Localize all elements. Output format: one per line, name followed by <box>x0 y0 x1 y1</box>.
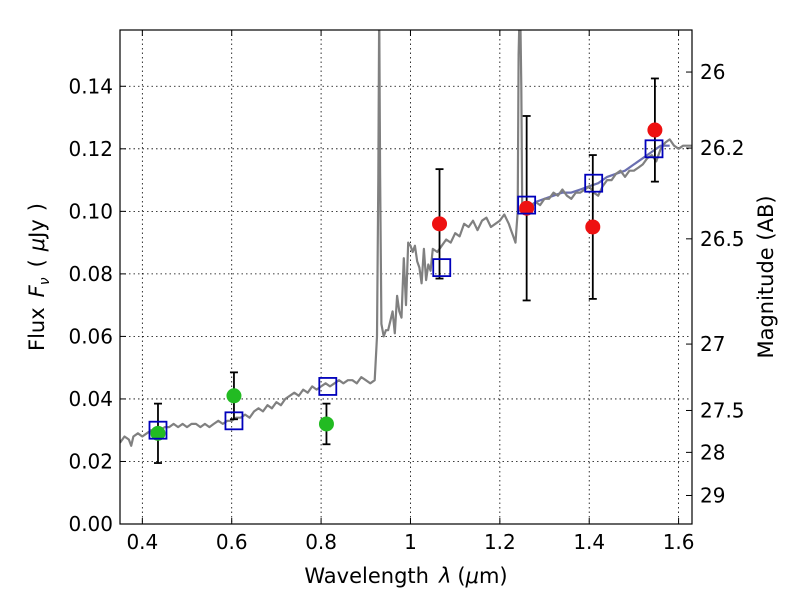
x-tick-label: 1.2 <box>484 530 516 554</box>
y-axis-label-subscript: ν <box>37 277 53 285</box>
x-axis-label-unit-open: ( <box>457 564 465 588</box>
x-axis-label-text: Wavelength <box>304 564 429 588</box>
y-tick-label: 0.10 <box>68 199 113 223</box>
y2-tick-label: 26.5 <box>700 227 745 251</box>
x-tick-label: 1.6 <box>663 530 695 554</box>
y2-tick-label: 27 <box>700 332 725 356</box>
green-point <box>150 425 166 441</box>
x-tick-label: 0.6 <box>216 530 248 554</box>
y2-tick-label: 27.5 <box>700 398 745 422</box>
x-axis-label-unit-mu: μ <box>465 564 479 588</box>
y2-tick-label: 29 <box>700 483 725 507</box>
model-square <box>148 420 168 440</box>
y-axis-label-paren-open: ( <box>25 259 49 267</box>
red-point <box>432 216 448 232</box>
x-tick-label: 0.4 <box>126 530 158 554</box>
y2-axis-label: Magnitude (AB) <box>754 195 778 358</box>
red-point <box>647 122 663 138</box>
x-tick-label: 1 <box>404 530 417 554</box>
data-marks <box>120 30 692 464</box>
axes: 0.4 0.6 0.8 1 1.2 1.4 1.6 0.00 0.02 0.04 0.06 0.08 0… <box>68 30 745 554</box>
y-axis-label-symbol: F <box>25 284 49 297</box>
model-square <box>584 173 604 193</box>
y-axis-label-mu: μ <box>25 238 49 252</box>
green-point <box>318 416 334 432</box>
x-tick-label: 1.4 <box>573 530 605 554</box>
model-square <box>224 411 244 431</box>
y-tick-label: 0.06 <box>68 324 113 348</box>
model-square <box>432 258 452 278</box>
y-axis-label-unit: Jy <box>25 219 49 240</box>
y2-tick-label: 26 <box>700 60 725 84</box>
x-axis-label-symbol: λ <box>438 564 451 588</box>
x-axis-label: Wavelength λ (μm) <box>304 564 507 588</box>
y-tick-label: 0.02 <box>68 449 113 473</box>
model-square <box>318 377 338 396</box>
model-spectrum-line <box>120 30 692 447</box>
red-point <box>519 200 535 216</box>
y-axis-label-paren-close: ) <box>25 203 49 211</box>
red-point <box>585 219 601 235</box>
model-square <box>517 195 537 215</box>
plot-frame <box>119 29 693 525</box>
y-axis-label-text: Flux <box>25 307 49 351</box>
y-tick-label: 0.12 <box>68 137 113 161</box>
y-tick-label: 0.04 <box>68 387 113 411</box>
model-square <box>644 139 664 159</box>
green-point <box>226 388 242 404</box>
y-axis-label: Flux Fν ( μJy) <box>25 203 53 351</box>
y-tick-label: 0.08 <box>68 262 113 286</box>
y-tick-label: 0.14 <box>68 74 113 98</box>
x-tick-label: 0.8 <box>305 530 337 554</box>
x-axis-label-unit-close: m) <box>479 564 508 588</box>
y-tick-label: 0.00 <box>68 512 113 536</box>
y2-tick-label: 26.2 <box>700 136 745 160</box>
y2-tick-label: 28 <box>700 440 725 464</box>
